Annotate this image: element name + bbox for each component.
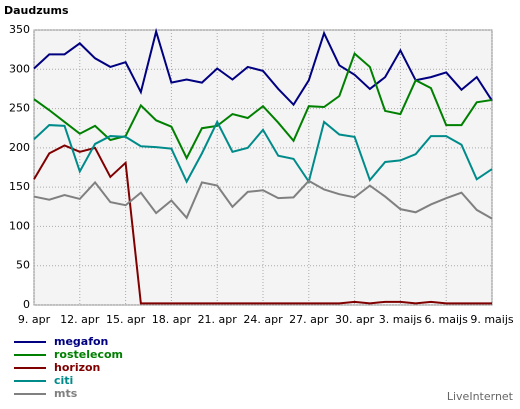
y-tick-label: 100 xyxy=(9,219,30,232)
x-tick-label: 30. apr xyxy=(335,313,375,326)
x-tick-label: 9. maijs xyxy=(470,313,514,326)
series-line xyxy=(33,51,493,161)
x-tick-label: 3. maijs xyxy=(379,313,423,326)
series-line xyxy=(33,144,492,305)
legend-label: rostelecom xyxy=(54,348,123,361)
x-tick-label: 15. apr xyxy=(106,313,146,326)
y-tick-label: 150 xyxy=(9,180,30,193)
y-tick-label: 300 xyxy=(9,62,30,75)
brand: LiveInternet xyxy=(447,390,514,403)
y-tick-label: 0 xyxy=(23,298,30,311)
x-tick-label: 24. apr xyxy=(243,313,283,326)
x-tick-label: 21. apr xyxy=(198,313,238,326)
legend-label: horizon xyxy=(54,361,100,374)
y-tick-label: 50 xyxy=(16,259,30,272)
series-line xyxy=(33,179,493,220)
x-tick-label: 27. apr xyxy=(289,313,329,326)
x-tick-label: 6. maijs xyxy=(425,313,469,326)
y-tick-label: 350 xyxy=(9,23,30,36)
legend-label: megafon xyxy=(54,335,108,348)
x-tick-label: 18. apr xyxy=(152,313,192,326)
legend-label: mts xyxy=(54,387,78,400)
chart-title: Daudzums xyxy=(4,4,69,17)
x-tick-label: 9. apr xyxy=(18,313,51,326)
x-tick-label: 12. apr xyxy=(60,313,100,326)
y-tick-label: 200 xyxy=(9,141,30,154)
legend-label: citi xyxy=(54,374,73,387)
y-tick-label: 250 xyxy=(9,102,30,115)
series-line xyxy=(33,119,493,185)
